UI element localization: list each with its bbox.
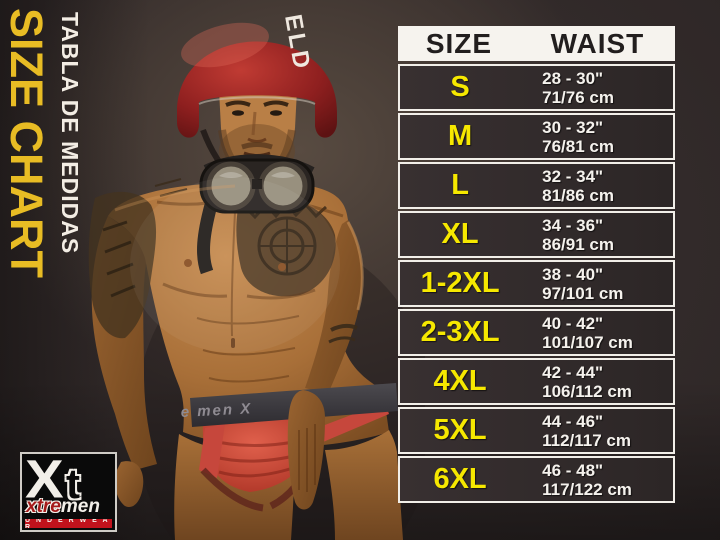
size-row: XL 34 - 36" 86/91 cm xyxy=(398,211,675,258)
waist-inches: 42 - 44" xyxy=(542,362,604,382)
waist-inches: 28 - 30" xyxy=(542,68,604,88)
size-row: 4XL 42 - 44" 106/112 cm xyxy=(398,358,675,405)
goggles-strap-hanging xyxy=(197,203,218,275)
navel xyxy=(231,338,235,348)
table-header: SIZE WAIST xyxy=(398,26,675,61)
helmet-highlight xyxy=(181,22,269,68)
waist-inches: 40 - 42" xyxy=(542,313,604,333)
size-label: 1-2XL xyxy=(420,267,500,299)
nipple-left xyxy=(184,259,192,267)
eye-left xyxy=(232,110,244,116)
right-hand xyxy=(115,461,144,508)
goggles-bridge xyxy=(252,179,262,189)
waist-cell: 44 - 46" 112/117 cm xyxy=(520,409,673,452)
waist-inches: 30 - 32" xyxy=(542,117,604,137)
size-label: XL xyxy=(441,218,479,250)
lens-reflection xyxy=(219,172,295,178)
helmet-trim xyxy=(198,96,316,105)
size-row: 1-2XL 38 - 40" 97/101 cm xyxy=(398,260,675,307)
eyebrow-left xyxy=(225,100,251,107)
waist-cell: 46 - 48" 117/122 cm xyxy=(520,458,673,501)
waist-inches: 44 - 46" xyxy=(542,411,604,431)
chest-sheen xyxy=(130,177,340,353)
shoulder-light xyxy=(114,184,236,212)
waist-cell: 28 - 30" 71/76 cm xyxy=(520,66,673,109)
logo-wordmark: xtremen xyxy=(26,496,100,518)
waist-cell: 32 - 34" 81/86 cm xyxy=(520,164,673,207)
size-row: S 28 - 30" 71/76 cm xyxy=(398,64,675,111)
eye-right xyxy=(270,110,282,116)
size-label: S xyxy=(450,71,470,103)
waist-inches: 34 - 36" xyxy=(542,215,604,235)
waist-cm: 71/76 cm xyxy=(542,87,614,107)
size-row: M 30 - 32" 76/81 cm xyxy=(398,113,675,160)
waist-cell: 42 - 44" 106/112 cm xyxy=(520,360,673,403)
size-row: 6XL 46 - 48" 117/122 cm xyxy=(398,456,675,503)
waist-cell: 38 - 40" 97/101 cm xyxy=(520,262,673,305)
waist-cm: 101/107 cm xyxy=(542,332,633,352)
nipple-right xyxy=(278,263,286,271)
size-label: M xyxy=(447,120,473,152)
waist-cm: 106/112 cm xyxy=(542,381,632,401)
col-header-size: SIZE xyxy=(425,27,493,59)
col-header-waist: WAIST xyxy=(550,27,645,59)
nostrils xyxy=(247,137,267,143)
waistband-text: e men X xyxy=(180,400,252,421)
size-label: 5XL xyxy=(433,414,487,446)
size-row: L 32 - 34" 81/86 cm xyxy=(398,162,675,209)
right-thigh xyxy=(325,430,403,540)
waist-inches: 46 - 48" xyxy=(542,460,604,480)
waist-cm: 112/117 cm xyxy=(542,430,631,450)
size-row: 5XL 44 - 46" 112/117 cm xyxy=(398,407,675,454)
waist-cell: 34 - 36" 86/91 cm xyxy=(520,213,673,256)
logo-underwear-bar: U N D E R W E A R xyxy=(25,519,112,528)
waist-cm: 97/101 cm xyxy=(542,283,624,303)
size-label: L xyxy=(451,169,469,201)
clavicle-tattoo xyxy=(154,178,188,197)
waist-cm: 76/81 cm xyxy=(542,136,614,156)
page-title: SIZE CHART xyxy=(1,8,52,278)
armband-tattoo xyxy=(328,323,358,344)
size-label: 4XL xyxy=(433,365,487,397)
rim-light xyxy=(346,221,364,311)
logo-xtre: xtre xyxy=(26,496,61,517)
jock-strap-left xyxy=(199,424,225,478)
size-table-rows: S 28 - 30" 71/76 cm M 30 - 32" 76/81 cm … xyxy=(398,64,675,503)
page-subtitle: TABLA DE MEDIDAS xyxy=(57,12,83,255)
logo-x-letter: X xyxy=(25,449,64,510)
mustache xyxy=(241,142,273,150)
waist-inches: 32 - 34" xyxy=(542,166,604,186)
size-label: 6XL xyxy=(433,463,487,495)
waist-cell: 30 - 32" 76/81 cm xyxy=(520,115,673,158)
nose xyxy=(251,111,257,136)
model-photo: ELD xyxy=(88,12,425,540)
waist-cm: 117/122 cm xyxy=(542,479,632,499)
waist-cm: 86/91 cm xyxy=(542,234,614,254)
size-label: 2-3XL xyxy=(420,316,500,348)
shoulder-tattoo-pattern xyxy=(102,220,136,298)
waist-cm: 81/86 cm xyxy=(542,185,614,205)
waist-inches: 38 - 40" xyxy=(542,264,604,284)
size-row: 2-3XL 40 - 42" 101/107 cm xyxy=(398,309,675,356)
logo-t-letter: t xyxy=(66,460,80,507)
brand-logo: X t xtremen U N D E R W E A R xyxy=(20,449,117,532)
eyebrow-right xyxy=(263,100,289,107)
waist-cell: 40 - 42" 101/107 cm xyxy=(520,311,673,354)
helmet xyxy=(177,41,337,138)
left-arm xyxy=(305,220,363,394)
finger-lines xyxy=(298,424,316,492)
size-table: SIZE WAIST S 28 - 30" 71/76 cm M 30 - 32… xyxy=(398,26,675,505)
logo-men: men xyxy=(60,496,100,517)
muscle-shading xyxy=(156,196,344,383)
